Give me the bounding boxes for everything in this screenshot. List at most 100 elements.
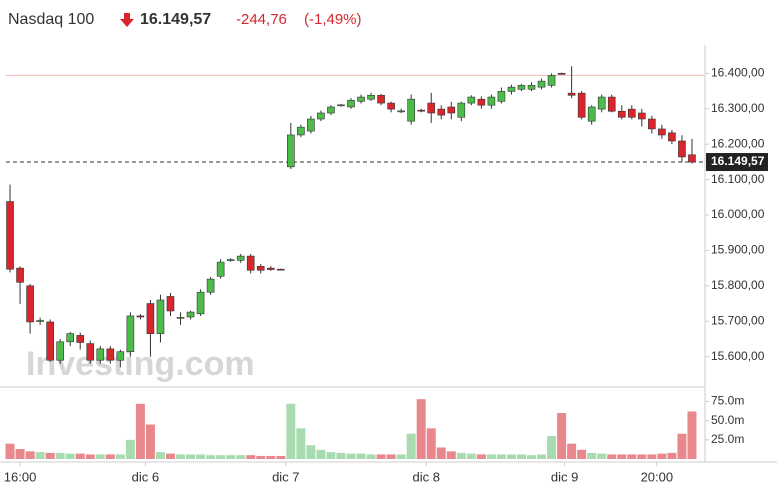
candle-body (658, 128, 666, 136)
last-price: 16.149,57 (140, 11, 211, 28)
candle-body (206, 278, 215, 293)
volume-bar (496, 454, 506, 459)
volume-bar (346, 453, 356, 459)
candle-body (387, 102, 395, 110)
candle-body (186, 311, 195, 318)
volume-bar (286, 403, 296, 459)
x-tick-label: 20:00 (641, 469, 674, 484)
volume-bar (226, 455, 236, 459)
candle-body (96, 348, 105, 361)
volume-bar (125, 439, 135, 459)
y-tick-label: 16.200,00 (711, 136, 765, 150)
y-tick-label: 15.700,00 (711, 313, 765, 327)
volume-bar (466, 453, 476, 459)
x-tick-label: dic 9 (551, 469, 578, 484)
candle-body (587, 106, 596, 122)
volume-bar (115, 454, 125, 459)
candle-body (56, 341, 64, 361)
volume-bar (186, 454, 196, 459)
candle-body (577, 92, 586, 118)
volume-bar (587, 452, 597, 459)
y-tick-label: 16.400,00 (711, 66, 765, 80)
candle-body (256, 266, 265, 271)
candle-body (517, 85, 526, 90)
volume-bar (476, 454, 486, 459)
volume-bar (527, 455, 537, 459)
candle-body (16, 267, 24, 283)
candle-body (357, 96, 365, 102)
volume-bar (456, 452, 466, 459)
volume-bar (637, 454, 647, 459)
volume-bar (246, 455, 256, 459)
candle-body (437, 108, 446, 116)
candle-body (26, 285, 34, 323)
volume-bar (326, 452, 336, 459)
candle-body (617, 110, 626, 118)
volume-bar (537, 454, 547, 459)
volume-bar (436, 447, 446, 459)
volume-bar (45, 452, 55, 459)
volume-bar (547, 436, 557, 459)
volume-bar (597, 453, 607, 459)
candle-body (146, 303, 155, 334)
candle-body (537, 80, 546, 88)
chart-title: Nasdaq 100 (8, 11, 94, 28)
candle-body (116, 351, 125, 361)
y-tick-label: 16.100,00 (711, 172, 765, 186)
volume-bar (617, 454, 627, 459)
candle-body (266, 267, 275, 270)
candle-body (276, 268, 285, 271)
volume-bar (677, 433, 687, 459)
volume-bar (486, 454, 496, 459)
candle-body (317, 112, 325, 120)
candle-body (417, 109, 425, 112)
volume-bar (376, 454, 386, 459)
volume-bar (105, 454, 115, 459)
price-tag-label: 16.149,57 (711, 154, 765, 168)
candle-body (487, 96, 496, 106)
volume-bar (607, 454, 617, 459)
candle-body (136, 315, 145, 318)
volume-bar (5, 443, 15, 459)
volume-bar (577, 449, 587, 459)
volume-bar (416, 399, 426, 459)
volume-bar (196, 454, 206, 459)
volume-bar (687, 411, 697, 459)
volume-bar (426, 428, 436, 459)
volume-bar (386, 454, 396, 459)
candle-body (678, 140, 686, 158)
change-percent: (-1,49%) (304, 11, 362, 28)
candle-body (648, 118, 656, 130)
volume-bar (276, 455, 286, 459)
candle-body (607, 96, 616, 112)
candle-body (6, 201, 14, 270)
candle-body (46, 321, 54, 361)
candle-body (477, 98, 486, 106)
candle-body (337, 104, 345, 107)
candle-body (297, 126, 305, 136)
volume-bar (35, 452, 45, 459)
volume-bar (406, 433, 416, 459)
candle-body (638, 112, 646, 120)
volume-bar (15, 449, 25, 459)
candle-body (627, 108, 636, 118)
volume-bar (306, 445, 316, 459)
candle-body (196, 291, 205, 315)
volume-bar (296, 428, 306, 459)
down-arrow-icon (120, 13, 134, 27)
volume-bar (396, 454, 406, 459)
y-tick-label: 16.300,00 (711, 101, 765, 115)
volume-bar (236, 455, 246, 459)
volume-bar (216, 455, 226, 459)
volume-bar (627, 454, 637, 459)
volume-bar (256, 455, 266, 459)
volume-tick-label: 50.0m (711, 413, 744, 427)
candle-body (307, 118, 315, 132)
volume-bar (446, 451, 456, 459)
volume-bar (506, 454, 516, 459)
watermark: Investing.com (26, 345, 255, 383)
volume-bar (65, 453, 75, 459)
candle-body (497, 91, 506, 102)
volume-bar (145, 424, 155, 459)
